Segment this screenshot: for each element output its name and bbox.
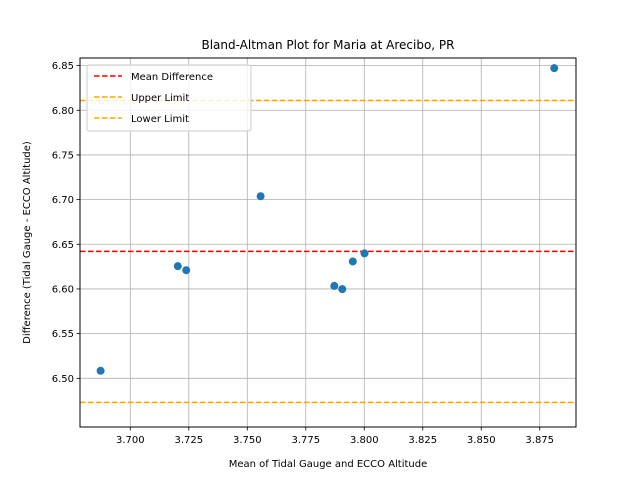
- data-points: [96, 64, 559, 375]
- x-tick-label: 3.875: [525, 435, 554, 446]
- data-point: [360, 249, 369, 258]
- grid: [80, 58, 576, 427]
- x-tick-label: 3.750: [233, 435, 262, 446]
- y-tick-label: 6.65: [52, 240, 74, 251]
- data-point: [173, 262, 182, 271]
- data-point: [182, 266, 191, 275]
- legend-label: Lower Limit: [131, 114, 189, 125]
- y-tick-label: 6.85: [52, 61, 74, 72]
- y-axis-label: Difference (Tidal Gauge - ECCO Altitude): [22, 141, 33, 344]
- chart-title: Bland-Altman Plot for Maria at Arecibo, …: [201, 38, 454, 52]
- y-tick-label: 6.50: [52, 374, 74, 385]
- legend: Mean Difference Upper Limit Lower Limit: [86, 64, 252, 132]
- x-tick-label: 3.800: [350, 435, 379, 446]
- data-point: [348, 257, 357, 266]
- legend-label: Mean Difference: [131, 72, 213, 83]
- legend-box: [86, 64, 252, 132]
- y-tick-label: 6.70: [52, 195, 74, 206]
- plot-frame: [79, 57, 577, 428]
- data-point: [330, 281, 339, 290]
- data-point: [550, 64, 559, 73]
- x-tick-label: 3.700: [116, 435, 145, 446]
- data-point: [96, 366, 105, 375]
- x-axis-label: Mean of Tidal Gauge and ECCO Altitude: [229, 459, 428, 470]
- x-tick-label: 3.825: [408, 435, 437, 446]
- y-tick-label: 6.60: [52, 284, 74, 295]
- y-tick-label: 6.55: [52, 329, 74, 340]
- y-axis-ticks: 6.50 6.55 6.60 6.65 6.70 6.75 6.80 6.85: [52, 61, 80, 385]
- reference-lines: [80, 99, 576, 404]
- data-point: [256, 192, 265, 201]
- data-point: [338, 285, 347, 294]
- legend-label: Upper Limit: [131, 93, 189, 104]
- x-axis-ticks: 3.700 3.725 3.750 3.775 3.800 3.825 3.850 3.875: [116, 427, 554, 446]
- x-tick-label: 3.775: [291, 435, 320, 446]
- x-tick-label: 3.850: [467, 435, 496, 446]
- y-tick-label: 6.75: [52, 150, 74, 161]
- x-tick-label: 3.725: [174, 435, 203, 446]
- y-tick-label: 6.80: [52, 106, 74, 117]
